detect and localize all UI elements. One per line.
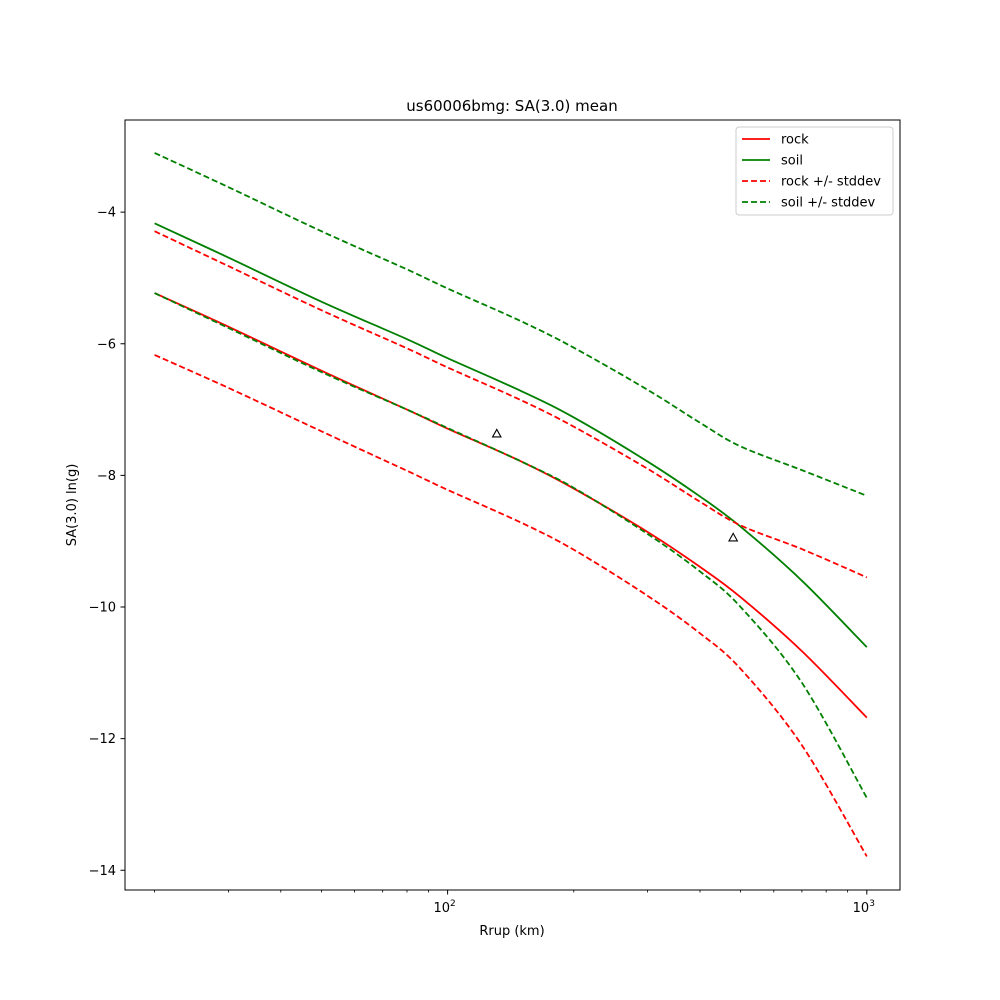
plot-lines [154,152,868,857]
x-tick-label: 103 [853,899,875,916]
plot-points [491,428,739,542]
legend-label-3: soil +/- stddev [781,196,876,211]
x-axis: 102 103 [154,890,875,916]
y-axis-label: SA(3.0) ln(g) [65,464,80,547]
y-tick-label: −4 [97,206,116,221]
series-line-2 [154,230,868,579]
legend-label-0: rock [781,133,809,148]
y-axis: −14 −12 −10 −8 −6 −4 [89,206,125,879]
chart-title: us60006bmg: SA(3.0) mean [406,97,617,115]
legend: rock soil rock +/- stddev soil +/- stddev [735,126,894,216]
y-tick-label: −10 [89,601,116,616]
series-line-4 [154,152,868,497]
x-tick-label: 102 [433,899,455,916]
data-point-0 [491,428,502,438]
series-line-0 [154,292,868,719]
y-tick-label: −6 [97,337,116,352]
y-tick-label: −12 [89,732,116,747]
legend-label-2: rock +/- stddev [781,175,881,190]
x-axis-label: Rrup (km) [479,924,544,939]
plot-frame [124,119,901,891]
legend-label-1: soil [781,154,803,169]
data-point-1 [728,532,739,542]
y-tick-label: −8 [97,469,116,484]
series-line-5 [154,292,868,799]
series-line-3 [154,354,868,857]
legend-box [735,126,894,216]
y-tick-label: −14 [89,864,116,879]
series-line-1 [154,222,868,648]
